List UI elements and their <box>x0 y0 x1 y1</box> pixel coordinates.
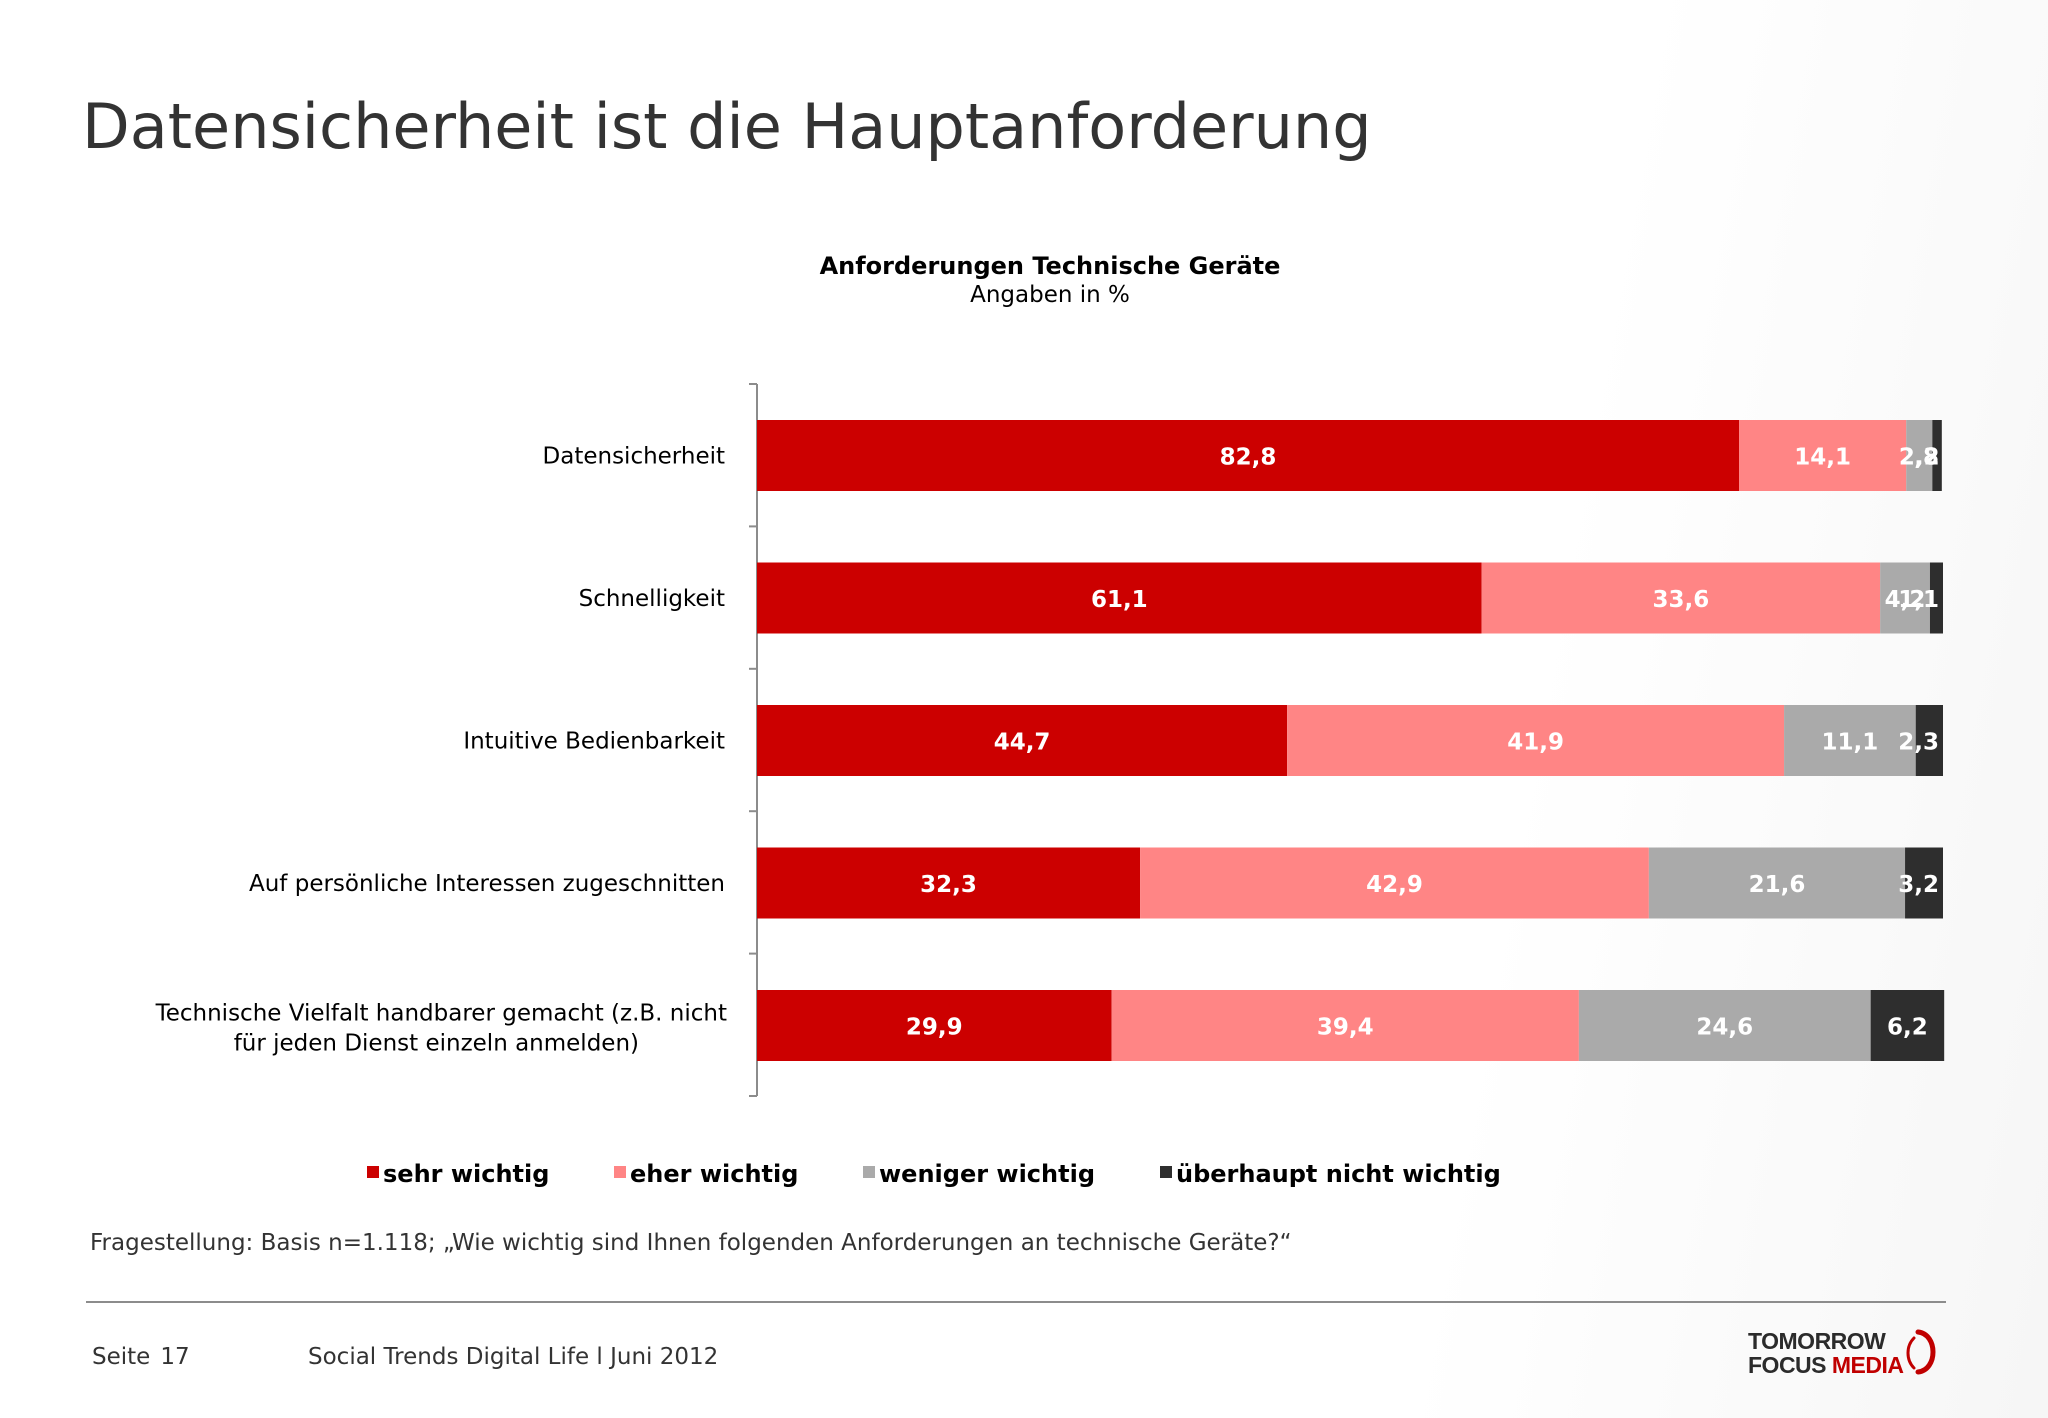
logo-line-2: FOCUS MEDIA <box>1748 1352 1904 1379</box>
legend-item-eher-wichtig: eher wichtig <box>614 1160 798 1188</box>
legend-swatch <box>614 1166 626 1178</box>
data-label: 11,1 <box>1822 730 1879 756</box>
bar-segment <box>1481 562 1881 634</box>
data-label: 2,3 <box>1898 730 1939 756</box>
page-number-value: 17 <box>160 1344 190 1370</box>
data-label: 42,9 <box>1366 872 1423 898</box>
legend-item-weniger-wichtig: weniger wichtig <box>863 1160 1095 1188</box>
data-label: 6,2 <box>1887 1015 1928 1041</box>
legend-label: sehr wichtig <box>383 1160 550 1188</box>
logo-arc-icon <box>1906 1329 1936 1375</box>
category-label: Schnelligkeit <box>579 586 725 612</box>
logo-focus: FOCUS <box>1748 1352 1827 1378</box>
bar-segment <box>1880 562 1930 634</box>
question-note: Fragestellung: Basis n=1.118; „Wie wicht… <box>90 1230 1292 1256</box>
logo-media: MEDIA <box>1831 1352 1904 1378</box>
bar-segment <box>1915 705 1943 776</box>
bar-segment <box>1870 990 1945 1061</box>
category-label: Intuitive Bedienbarkeit <box>463 729 725 755</box>
data-label: 44,7 <box>994 730 1051 756</box>
stacked-bar-chart: Datensicherheit 82,8 14,1 2,2,8 Schnelligkei… <box>155 383 1945 1097</box>
footer-divider <box>86 1301 1946 1303</box>
data-label: 33,6 <box>1653 587 1710 613</box>
page-label: Seite <box>92 1344 151 1370</box>
data-label: 61,1 <box>1091 587 1148 613</box>
bar-segment <box>757 420 1740 491</box>
legend-label: weniger wichtig <box>879 1160 1095 1188</box>
chart-title: Anforderungen Technische Geräte <box>819 252 1281 280</box>
bar-segment <box>1287 705 1785 776</box>
bar-segment <box>757 705 1288 776</box>
chart-legend: sehr wichtig eher wichtig weniger wichti… <box>0 1160 2048 1192</box>
bar-segment <box>1932 420 1942 491</box>
bar-segment <box>1140 847 1649 919</box>
page-number: Seite 17 <box>92 1344 200 1370</box>
bar-segment <box>1929 562 1943 634</box>
data-label: 24,6 <box>1696 1015 1753 1041</box>
bar-segment <box>757 562 1482 634</box>
category-label: für jeden Dienst einzeln anmelden) <box>234 1031 639 1057</box>
chart-subtitle: Angaben in % <box>970 282 1130 308</box>
data-label: 39,4 <box>1317 1015 1374 1041</box>
bar-segment <box>1648 847 1906 919</box>
data-label: 82,8 <box>1220 445 1277 471</box>
legend-swatch <box>367 1166 379 1178</box>
data-label: 14,1 <box>1794 445 1851 471</box>
bar-segment <box>1111 990 1579 1061</box>
footer-source: Social Trends Digital Life l Juni 2012 <box>308 1344 719 1370</box>
logo-line-1: TOMORROW <box>1748 1328 1886 1354</box>
legend-swatch <box>1160 1166 1172 1178</box>
data-label: 4,2 <box>1885 587 1926 613</box>
data-label: 29,9 <box>906 1015 963 1041</box>
page-title: Datensicherheit ist die Hauptanforderung <box>82 90 1372 163</box>
category-label: Auf persönliche Interessen zugeschnitten <box>249 871 725 897</box>
data-label: 2,2 <box>1899 445 1940 471</box>
data-label: 3,2 <box>1898 872 1939 898</box>
legend-item-ueberhaupt-nicht-wichtig: überhaupt nicht wichtig <box>1160 1160 1501 1188</box>
legend-label: überhaupt nicht wichtig <box>1176 1160 1501 1188</box>
bar-segment <box>1906 420 1933 491</box>
company-logo: TOMORROW FOCUS MEDIA <box>1748 1328 1948 1388</box>
legend-swatch <box>863 1166 875 1178</box>
bar-segment <box>757 990 1112 1061</box>
category-label: Technische Vielfalt handbarer gemacht (z… <box>155 1001 727 1027</box>
bar-segment <box>1905 847 1943 919</box>
legend-item-sehr-wichtig: sehr wichtig <box>367 1160 549 1188</box>
data-label: 21,6 <box>1749 872 1806 898</box>
data-label: 1,1 <box>1898 587 1939 613</box>
bar-segment <box>1739 420 1907 491</box>
data-label: 41,9 <box>1507 730 1564 756</box>
data-label: ,8 <box>1914 445 1939 471</box>
data-label: 32,3 <box>920 872 977 898</box>
legend-label: eher wichtig <box>630 1160 799 1188</box>
category-label: Datensicherheit <box>543 444 725 470</box>
bar-segment <box>757 847 1141 919</box>
bar-segment <box>1784 705 1916 776</box>
bar-segment <box>1578 990 1871 1061</box>
